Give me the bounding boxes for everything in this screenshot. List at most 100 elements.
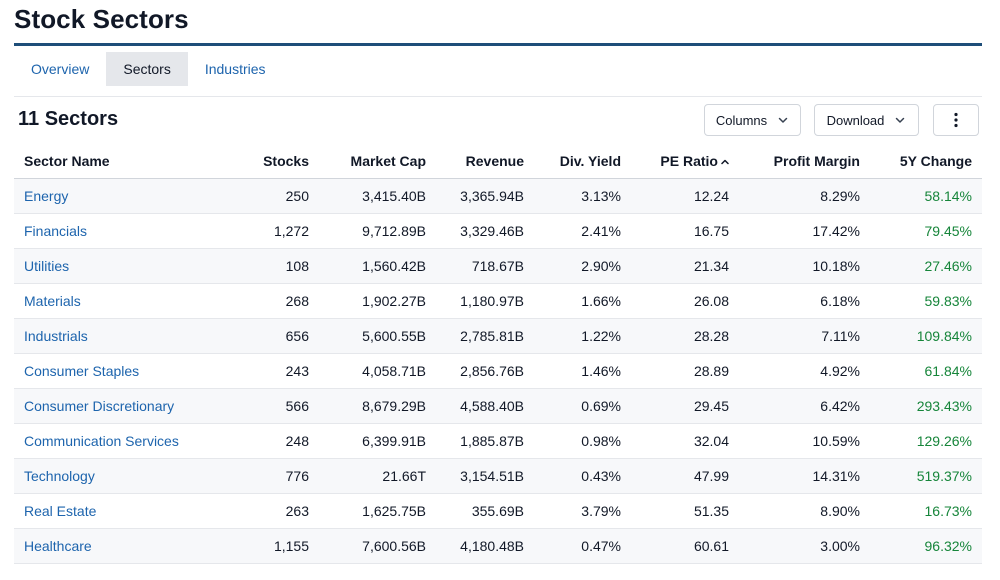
div-yield-cell: 3.79% xyxy=(534,493,631,529)
tab-overview[interactable]: Overview xyxy=(31,61,90,77)
revenue-cell: 2,856.76B xyxy=(436,353,534,389)
revenue-cell: 3,329.46B xyxy=(436,213,534,249)
profit-margin-cell: 10.59% xyxy=(739,423,870,459)
pe-ratio-cell: 12.24 xyxy=(631,178,739,214)
column-header-sector-name[interactable]: Sector Name xyxy=(14,144,218,179)
sector-name-cell[interactable]: Financials xyxy=(14,213,218,249)
5y-change-cell: 79.45% xyxy=(870,213,982,249)
title-divider xyxy=(14,43,982,46)
revenue-cell: 1,180.97B xyxy=(436,283,534,319)
pe-ratio-cell: 51.35 xyxy=(631,493,739,529)
market-cap-cell: 1,560.42B xyxy=(319,248,436,284)
market-cap-cell: 8,679.29B xyxy=(319,388,436,424)
column-header-revenue[interactable]: Revenue xyxy=(436,144,534,179)
market-cap-cell: 1,625.75B xyxy=(319,493,436,529)
5y-change-cell: 58.14% xyxy=(870,178,982,214)
sector-name-cell[interactable]: Healthcare xyxy=(14,528,218,564)
stocks-cell: 248 xyxy=(218,423,319,459)
columns-button-label: Columns xyxy=(715,112,768,128)
table-body: Energy 250 3,415.40B 3,365.94B 3.13% 12.24 8.2… xyxy=(14,178,982,564)
5y-change-cell: 129.26% xyxy=(870,423,982,459)
div-yield-cell: 0.69% xyxy=(534,388,631,424)
table-row: Consumer Staples 243 4,058.71B 2,856.76B 1.4… xyxy=(14,353,982,389)
table-header-row: Sector Name Stocks Market Cap Revenue Di… xyxy=(14,144,982,179)
sector-name-cell[interactable]: Communication Services xyxy=(14,423,218,459)
table-row: Real Estate 263 1,625.75B 355.69B 3.79% 51.35… xyxy=(14,493,982,529)
profit-margin-cell: 6.18% xyxy=(739,283,870,319)
5y-change-cell: 293.43% xyxy=(870,388,982,424)
stocks-cell: 250 xyxy=(218,178,319,214)
profit-margin-cell: 7.11% xyxy=(739,318,870,354)
5y-change-cell: 96.32% xyxy=(870,528,982,564)
revenue-cell: 355.69B xyxy=(436,493,534,529)
div-yield-cell: 2.90% xyxy=(534,248,631,284)
pe-ratio-cell: 47.99 xyxy=(631,458,739,494)
stocks-cell: 263 xyxy=(218,493,319,529)
column-header-stocks[interactable]: Stocks xyxy=(218,144,319,179)
revenue-cell: 4,180.48B xyxy=(436,528,534,564)
div-yield-cell: 2.41% xyxy=(534,213,631,249)
stocks-cell: 108 xyxy=(218,248,319,284)
market-cap-cell: 7,600.56B xyxy=(319,528,436,564)
market-cap-cell: 1,902.27B xyxy=(319,283,436,319)
table-row: Industrials 656 5,600.55B 2,785.81B 1.22% 28.… xyxy=(14,318,982,354)
vertical-ellipsis-icon xyxy=(954,112,958,128)
table-row: Energy 250 3,415.40B 3,365.94B 3.13% 12.24 8.2… xyxy=(14,178,982,214)
sectors-table: Sector Name Stocks Market Cap Revenue Di… xyxy=(14,144,982,564)
table-row: Technology 776 21.66T 3,154.51B 0.43% 47.99 14… xyxy=(14,458,982,494)
market-cap-cell: 5,600.55B xyxy=(319,318,436,354)
pe-ratio-cell: 28.89 xyxy=(631,353,739,389)
table-row: Materials 268 1,902.27B 1,180.97B 1.66% 26.08… xyxy=(14,283,982,319)
revenue-cell: 2,785.81B xyxy=(436,318,534,354)
profit-margin-cell: 10.18% xyxy=(739,248,870,284)
sector-name-cell[interactable]: Real Estate xyxy=(14,493,218,529)
tab-bar: Overview Sectors Industries xyxy=(14,52,283,86)
sector-name-cell[interactable]: Materials xyxy=(14,283,218,319)
column-header-market-cap[interactable]: Market Cap xyxy=(319,144,436,179)
more-options-button[interactable] xyxy=(933,104,979,136)
table-row: Healthcare 1,155 7,600.56B 4,180.48B 0.47% 60… xyxy=(14,528,982,564)
profit-margin-cell: 4.92% xyxy=(739,353,870,389)
stocks-cell: 268 xyxy=(218,283,319,319)
5y-change-cell: 109.84% xyxy=(870,318,982,354)
pe-ratio-cell: 32.04 xyxy=(631,423,739,459)
table-row: Consumer Discretionary 566 8,679.29B 4,588.… xyxy=(14,388,982,424)
sector-name-cell[interactable]: Consumer Discretionary xyxy=(14,388,218,424)
pe-ratio-cell: 21.34 xyxy=(631,248,739,284)
revenue-cell: 4,588.40B xyxy=(436,388,534,424)
download-button[interactable]: Download xyxy=(814,104,919,136)
profit-margin-cell: 17.42% xyxy=(739,213,870,249)
download-button-label: Download xyxy=(826,112,885,128)
column-header-profit-margin[interactable]: Profit Margin xyxy=(739,144,870,179)
pe-ratio-cell: 29.45 xyxy=(631,388,739,424)
profit-margin-cell: 8.29% xyxy=(739,178,870,214)
5y-change-cell: 61.84% xyxy=(870,353,982,389)
column-header-div-yield[interactable]: Div. Yield xyxy=(534,144,631,179)
revenue-cell: 3,365.94B xyxy=(436,178,534,214)
chevron-down-icon xyxy=(896,117,905,123)
sector-name-cell[interactable]: Industrials xyxy=(14,318,218,354)
columns-button[interactable]: Columns xyxy=(704,104,801,136)
sort-ascending-icon xyxy=(721,159,729,164)
column-header-5y-change[interactable]: 5Y Change xyxy=(870,144,982,179)
pe-ratio-cell: 16.75 xyxy=(631,213,739,249)
sector-name-cell[interactable]: Consumer Staples xyxy=(14,353,218,389)
profit-margin-cell: 6.42% xyxy=(739,388,870,424)
5y-change-cell: 59.83% xyxy=(870,283,982,319)
tab-sectors[interactable]: Sectors xyxy=(106,52,188,86)
profit-margin-cell: 3.00% xyxy=(739,528,870,564)
market-cap-cell: 6,399.91B xyxy=(319,423,436,459)
stocks-cell: 656 xyxy=(218,318,319,354)
market-cap-cell: 3,415.40B xyxy=(319,178,436,214)
div-yield-cell: 1.46% xyxy=(534,353,631,389)
sector-name-cell[interactable]: Technology xyxy=(14,458,218,494)
pe-ratio-cell: 28.28 xyxy=(631,318,739,354)
market-cap-cell: 21.66T xyxy=(319,458,436,494)
sector-name-cell[interactable]: Utilities xyxy=(14,248,218,284)
pe-ratio-header-label: PE Ratio xyxy=(660,152,718,169)
sector-name-cell[interactable]: Energy xyxy=(14,178,218,214)
stocks-cell: 1,155 xyxy=(218,528,319,564)
sector-count-heading: 11 Sectors xyxy=(18,108,119,130)
tab-industries[interactable]: Industries xyxy=(204,61,266,77)
column-header-pe-ratio[interactable]: PE Ratio xyxy=(631,144,739,179)
